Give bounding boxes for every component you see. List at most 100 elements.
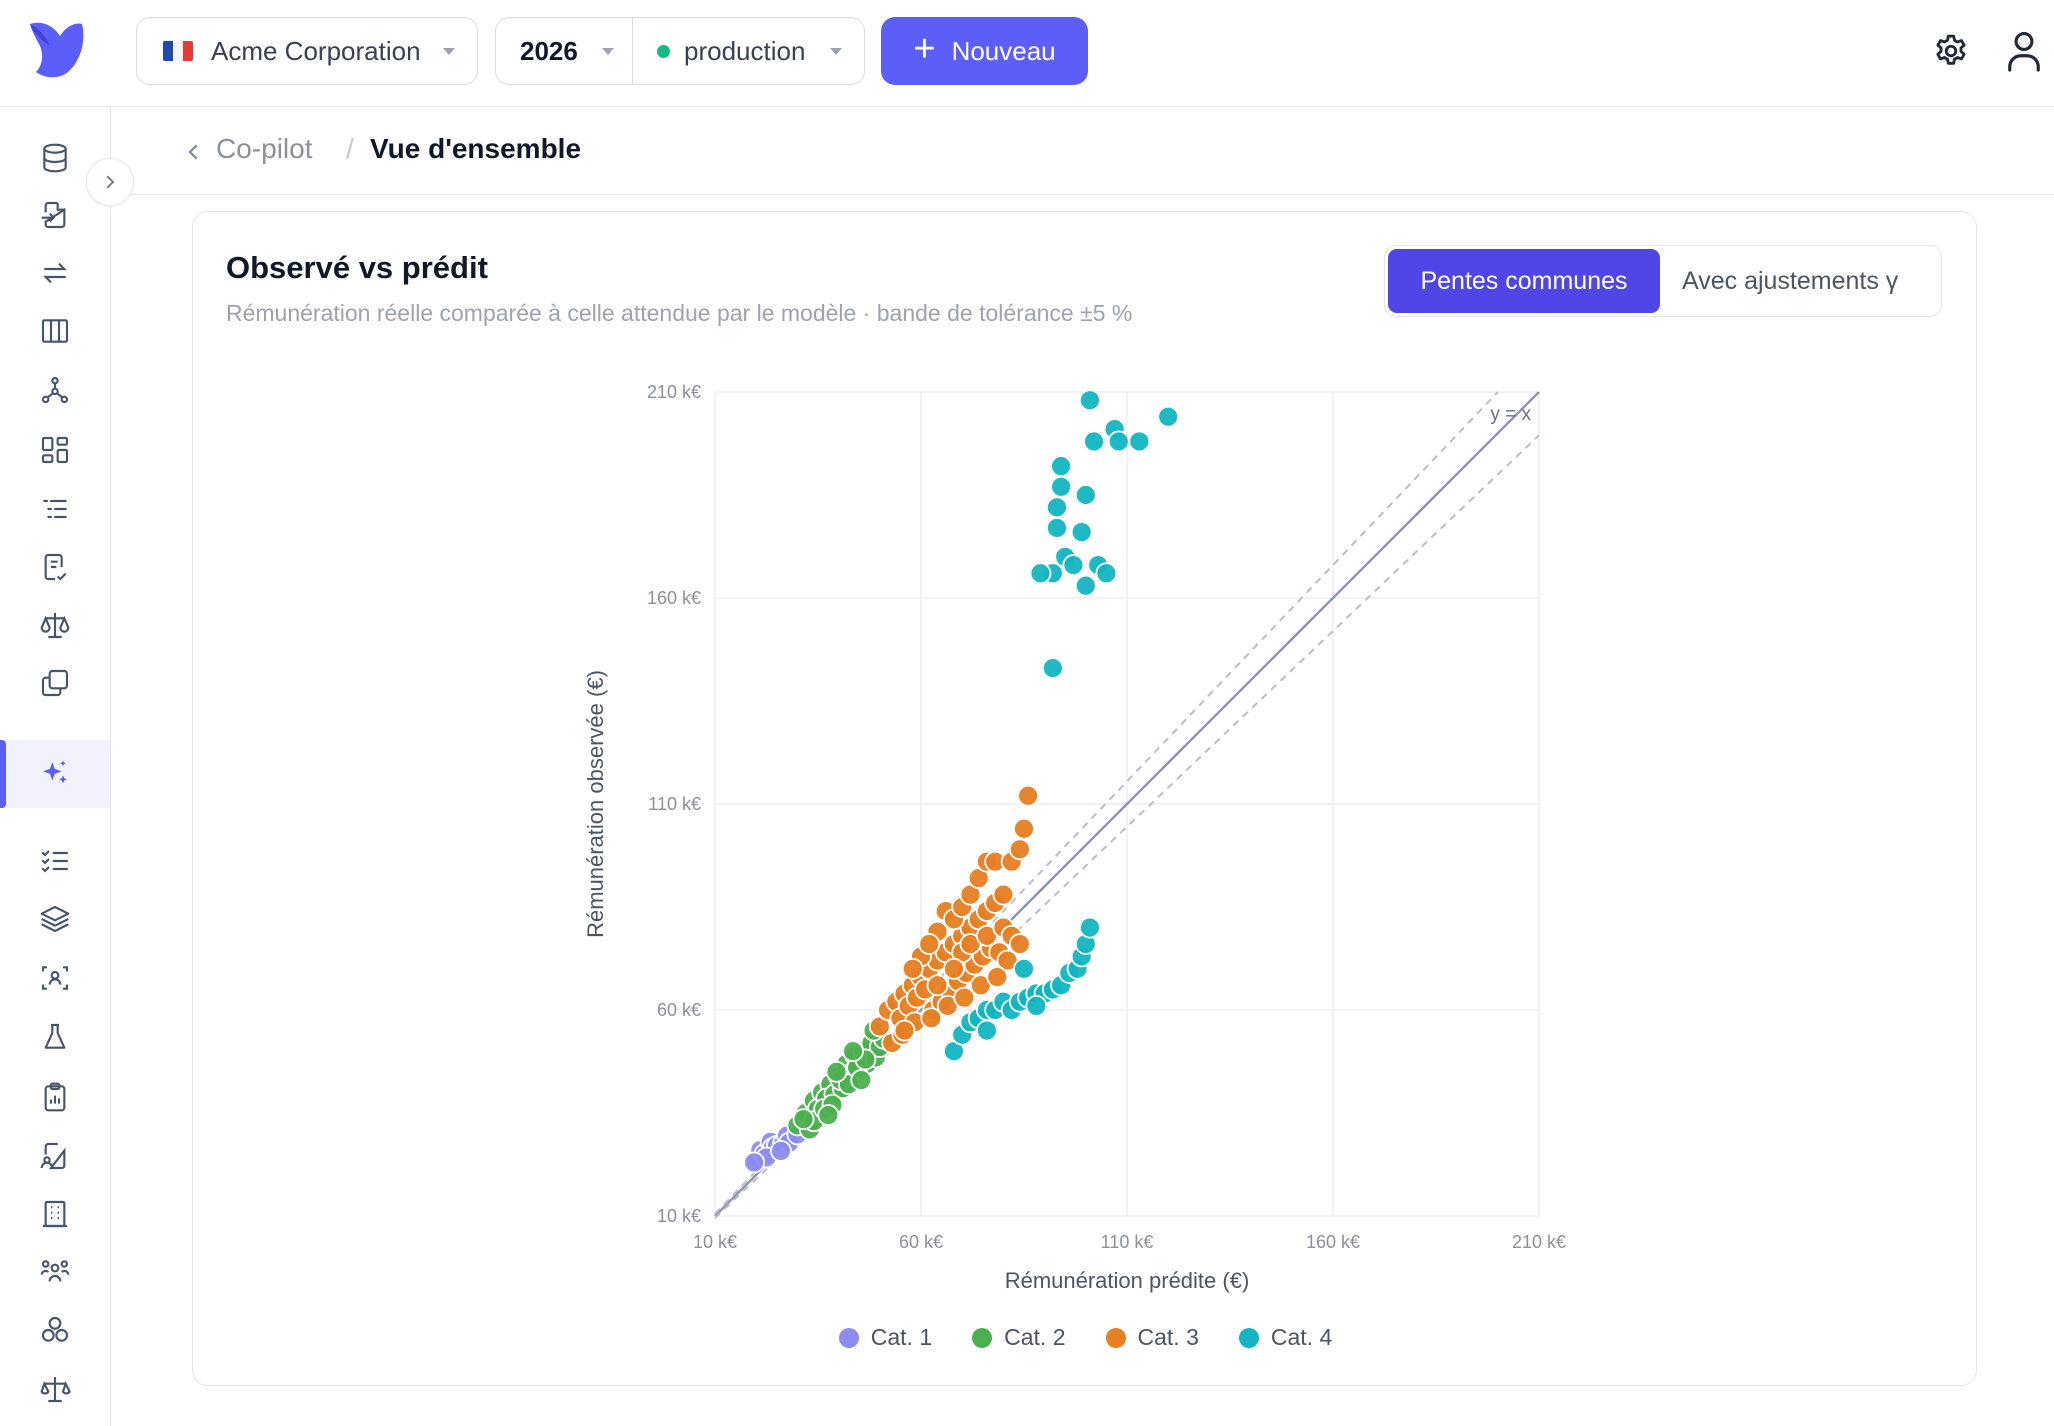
chart-legend: Cat. 1 Cat. 2 Cat. 3 Cat. 4 xyxy=(193,1324,1978,1351)
legend-item[interactable]: Cat. 4 xyxy=(1238,1324,1333,1351)
data-point xyxy=(1046,517,1068,539)
chart-card: Observé vs prédit Rémunération réelle co… xyxy=(192,211,1977,1386)
plus-icon: + xyxy=(913,28,936,70)
data-point xyxy=(893,1019,916,1042)
data-point xyxy=(901,957,924,980)
organization-select[interactable]: Acme Corporation xyxy=(136,17,478,85)
sidebar-toggle-button[interactable] xyxy=(86,158,134,206)
sidebar-item-dashboard[interactable] xyxy=(0,422,110,478)
sidebar-item-copilot[interactable] xyxy=(0,740,110,808)
sidebar-item-copy[interactable] xyxy=(0,655,110,711)
chevron-down-icon xyxy=(443,47,455,55)
top-bar: Acme Corporation 2026 production + Nouve… xyxy=(0,0,2054,107)
sidebar-item-lab[interactable] xyxy=(0,1009,110,1065)
breadcrumb-current: Vue d'ensemble xyxy=(370,133,582,164)
legend-item[interactable]: Cat. 3 xyxy=(1105,1324,1199,1351)
toggle-common-slopes[interactable]: Pentes communes xyxy=(1388,249,1660,313)
chevron-down-icon xyxy=(602,47,614,55)
sidebar-item-list[interactable] xyxy=(0,481,110,537)
sidebar-item-file-user[interactable] xyxy=(0,1128,110,1184)
new-button-label: Nouveau xyxy=(951,35,1056,66)
flask-icon xyxy=(44,1023,66,1049)
breadcrumb: Co-pilot / Vue d'ensemble xyxy=(111,107,2054,195)
sidebar-item-graph[interactable] xyxy=(0,362,110,418)
x-axis-title: Rémunération prédite (€) xyxy=(1005,1268,1250,1293)
y-tick-label: 60 k€ xyxy=(657,1000,701,1020)
sidebar-item-exchange[interactable] xyxy=(0,245,110,301)
data-point xyxy=(1029,562,1052,585)
chevron-down-icon xyxy=(830,47,842,55)
legend-swatch xyxy=(1238,1327,1259,1348)
sidebar-item-import[interactable] xyxy=(0,187,110,243)
year-select[interactable]: 2026 xyxy=(496,18,633,84)
legend-label: Cat. 3 xyxy=(1137,1324,1199,1350)
organization-name: Acme Corporation xyxy=(211,35,421,66)
new-button[interactable]: + Nouveau xyxy=(881,17,1088,85)
file-user-icon xyxy=(40,1142,66,1170)
data-point xyxy=(953,986,976,1009)
legend-swatch xyxy=(972,1327,993,1348)
legend-label: Cat. 2 xyxy=(1004,1324,1066,1350)
data-point xyxy=(1017,784,1040,807)
x-tick-label: 10 k€ xyxy=(693,1232,737,1252)
list-indent-icon xyxy=(43,499,67,519)
legend-item[interactable]: Cat. 1 xyxy=(838,1324,932,1351)
sidebar-item-balance[interactable] xyxy=(0,1361,110,1417)
data-point xyxy=(1041,657,1064,679)
data-point xyxy=(1025,994,1048,1017)
chevron-right-icon xyxy=(106,175,115,189)
legend-swatch xyxy=(838,1327,859,1348)
x-tick-label: 160 k€ xyxy=(1306,1232,1360,1252)
legend-item[interactable]: Cat. 2 xyxy=(972,1324,1066,1351)
scatter-chart: 10 k€ 10 k€ 60 k€ 60 k€ 110 k€ 110 k€ 160 k€ 16… xyxy=(583,382,1566,1293)
users-group-icon xyxy=(40,1260,70,1282)
data-point xyxy=(1074,574,1097,597)
slope-mode-toggle: Pentes communes Avec ajustements γ xyxy=(1384,245,1942,317)
sidebar-item-database[interactable] xyxy=(0,130,110,186)
data-point xyxy=(1095,562,1118,585)
data-point xyxy=(1050,475,1072,498)
sidebar-item-team[interactable] xyxy=(0,1244,110,1300)
balance-icon xyxy=(40,1377,71,1403)
logo-icon[interactable] xyxy=(24,18,88,82)
breadcrumb-separator: / xyxy=(346,133,354,164)
scope-selector: 2026 production xyxy=(495,17,865,85)
data-point xyxy=(792,1108,815,1131)
data-point xyxy=(918,933,941,955)
sidebar-item-layers[interactable] xyxy=(0,891,110,947)
data-point xyxy=(976,1019,998,1042)
copy-icon xyxy=(41,669,69,697)
data-point xyxy=(770,1140,792,1162)
data-point xyxy=(825,1060,848,1083)
data-point xyxy=(1013,817,1035,840)
gear-icon[interactable] xyxy=(1932,32,1970,70)
y-tick-label: 210 k€ xyxy=(647,382,701,402)
sidebar-item-file-check[interactable] xyxy=(0,539,110,595)
sidebar-item-building[interactable] xyxy=(0,1186,110,1242)
data-point xyxy=(842,1040,864,1063)
x-tick-label: 210 k€ xyxy=(1512,1232,1566,1252)
chevron-left-icon[interactable] xyxy=(181,137,205,167)
data-point xyxy=(1079,389,1101,412)
breadcrumb-parent[interactable]: Co-pilot xyxy=(216,133,313,164)
data-point xyxy=(1008,933,1031,955)
sidebar-item-scale[interactable] xyxy=(0,597,110,653)
database-icon xyxy=(43,143,67,173)
data-point xyxy=(1083,430,1105,453)
circles-icon xyxy=(41,1316,69,1342)
environment-select[interactable]: production xyxy=(633,18,864,84)
sidebar-item-columns[interactable] xyxy=(0,303,110,359)
data-point xyxy=(1070,521,1093,543)
graph-nodes-icon xyxy=(41,376,69,404)
sidebar-item-scan[interactable] xyxy=(0,950,110,1006)
data-point xyxy=(1008,838,1031,861)
sidebar-item-report[interactable] xyxy=(0,1069,110,1125)
file-check-icon xyxy=(44,553,67,581)
data-point xyxy=(1074,484,1097,506)
sparkles-icon xyxy=(43,760,67,784)
sidebar-item-circles[interactable] xyxy=(0,1302,110,1358)
user-icon[interactable] xyxy=(2005,30,2043,72)
toggle-gamma-adjustments[interactable]: Avec ajustements γ xyxy=(1682,266,1899,295)
legend-label: Cat. 4 xyxy=(1270,1324,1333,1350)
sidebar-item-checklist[interactable] xyxy=(0,833,110,889)
